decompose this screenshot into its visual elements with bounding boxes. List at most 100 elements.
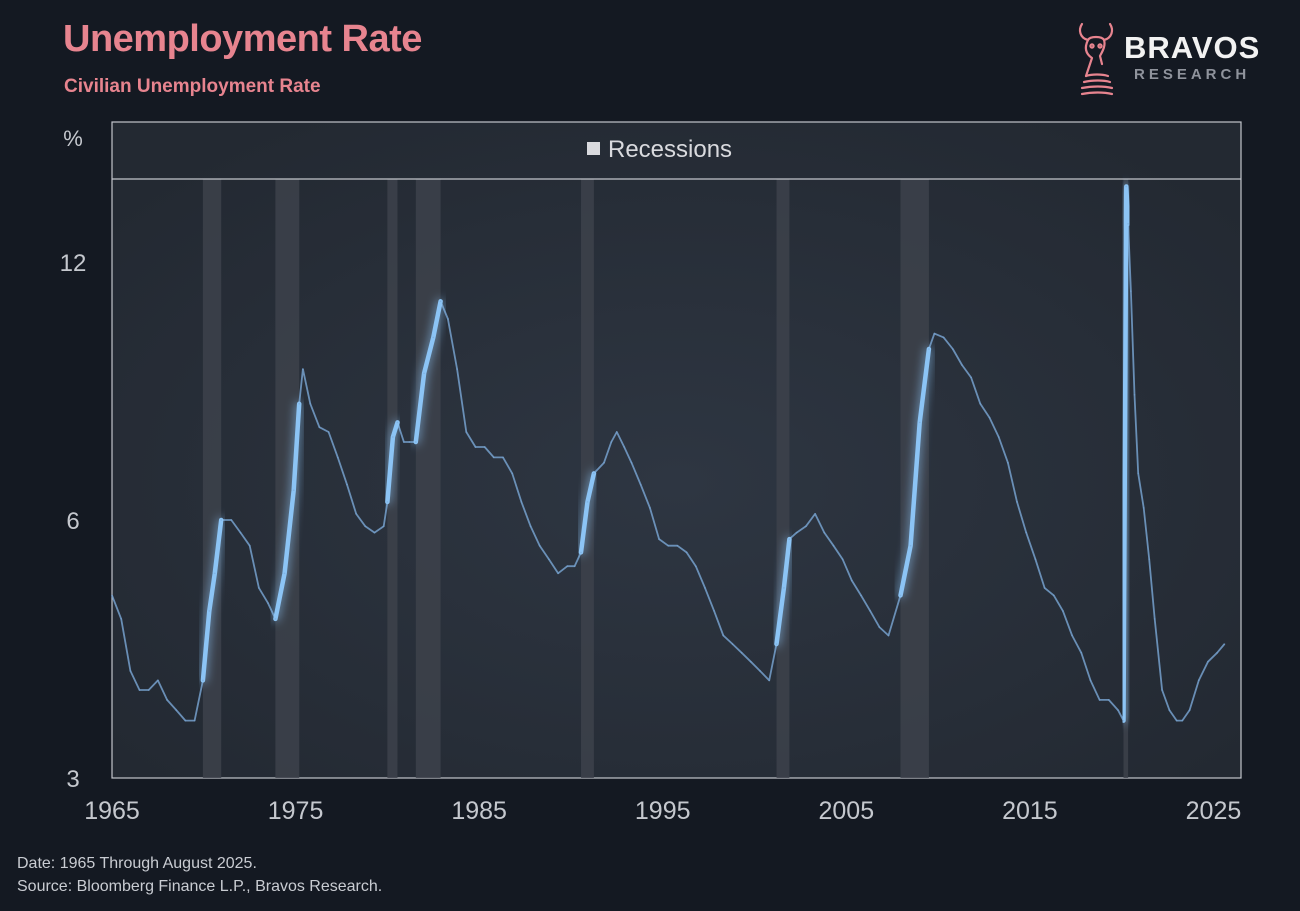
data-point bbox=[1062, 610, 1064, 612]
data-point bbox=[1161, 689, 1163, 691]
data-point bbox=[805, 525, 807, 528]
data-point bbox=[138, 689, 141, 691]
data-point bbox=[832, 544, 835, 547]
data-point bbox=[610, 441, 613, 443]
data-point bbox=[1125, 185, 1128, 188]
data-point bbox=[230, 519, 233, 521]
brand-tagline: RESEARCH bbox=[1134, 66, 1251, 83]
y-tick-label: 12 bbox=[60, 250, 87, 277]
brand-logo: BRAVOS RESEARCH bbox=[1072, 18, 1282, 102]
data-point bbox=[988, 416, 991, 419]
data-point bbox=[961, 364, 963, 366]
recession-line-segment bbox=[273, 401, 302, 622]
x-tick-label: 1985 bbox=[451, 797, 507, 825]
data-point bbox=[373, 531, 376, 534]
x-tick-label: 2025 bbox=[1186, 797, 1242, 825]
data-point bbox=[208, 610, 211, 612]
x-tick-label: 2005 bbox=[818, 797, 874, 825]
data-point bbox=[392, 436, 394, 438]
data-point bbox=[403, 441, 405, 443]
x-tick-label: 1975 bbox=[268, 797, 324, 825]
data-point bbox=[157, 679, 159, 682]
data-point bbox=[1181, 719, 1184, 722]
data-point bbox=[129, 670, 132, 672]
data-point bbox=[942, 336, 945, 339]
data-point bbox=[120, 618, 122, 620]
data-point bbox=[529, 525, 532, 528]
data-point bbox=[788, 538, 791, 540]
data-point bbox=[1071, 634, 1073, 637]
data-point bbox=[511, 472, 513, 475]
data-point bbox=[432, 336, 435, 339]
data-point bbox=[111, 594, 113, 597]
data-point bbox=[1142, 507, 1145, 509]
data-point bbox=[918, 421, 921, 424]
data-point bbox=[616, 431, 618, 433]
data-point bbox=[267, 602, 269, 604]
data-point bbox=[795, 531, 798, 534]
data-point bbox=[493, 456, 495, 459]
data-point bbox=[630, 461, 633, 464]
data-point bbox=[580, 551, 582, 554]
x-tick-label: 1965 bbox=[84, 797, 140, 825]
data-point bbox=[318, 426, 321, 428]
data-point bbox=[456, 368, 458, 370]
data-point bbox=[979, 402, 982, 405]
data-point bbox=[382, 525, 385, 528]
data-point bbox=[548, 558, 550, 561]
data-point bbox=[386, 501, 389, 503]
data-point bbox=[1175, 719, 1178, 722]
data-point bbox=[685, 551, 688, 554]
data-point bbox=[346, 483, 348, 486]
data-point bbox=[166, 699, 168, 701]
data-point bbox=[1148, 558, 1151, 561]
data-point bbox=[722, 634, 725, 637]
data-point bbox=[439, 300, 442, 303]
data-point bbox=[566, 565, 569, 567]
data-point bbox=[928, 348, 930, 350]
data-point bbox=[933, 332, 936, 335]
data-point bbox=[309, 402, 312, 405]
data-point bbox=[869, 610, 871, 612]
data-point bbox=[292, 489, 295, 492]
x-tick-label: 1995 bbox=[635, 797, 691, 825]
brand-name: BRAVOS bbox=[1124, 30, 1261, 65]
data-point bbox=[1153, 618, 1156, 620]
recession-band bbox=[581, 179, 594, 778]
y-axis-label: % bbox=[63, 126, 83, 151]
data-point bbox=[1108, 699, 1110, 701]
recession-band bbox=[776, 179, 790, 778]
data-point bbox=[573, 565, 576, 567]
data-point bbox=[951, 348, 954, 350]
data-point bbox=[302, 368, 304, 370]
data-point bbox=[1089, 679, 1092, 682]
data-point bbox=[557, 572, 559, 575]
data-point bbox=[474, 446, 477, 448]
data-point bbox=[909, 544, 912, 547]
data-point bbox=[274, 618, 277, 620]
data-point bbox=[768, 679, 771, 682]
data-point bbox=[694, 565, 697, 567]
data-point bbox=[396, 421, 399, 424]
plot-area bbox=[111, 121, 1242, 779]
data-point bbox=[355, 513, 357, 515]
data-point bbox=[814, 513, 816, 515]
legend-label: Recessions bbox=[608, 136, 732, 163]
data-point bbox=[593, 472, 595, 475]
data-point bbox=[283, 572, 286, 575]
data-point bbox=[258, 587, 260, 589]
recession-line-segment bbox=[898, 346, 932, 598]
recession-band bbox=[387, 179, 398, 778]
x-tick-label: 2015 bbox=[1002, 797, 1058, 825]
data-point bbox=[415, 441, 417, 443]
data-point bbox=[1168, 709, 1171, 711]
data-point bbox=[1007, 461, 1009, 464]
data-point bbox=[1052, 594, 1055, 597]
data-point bbox=[603, 461, 605, 464]
recession-band bbox=[415, 179, 441, 778]
footnote-source: Source: Bloomberg Finance L.P., Bravos R… bbox=[17, 878, 383, 895]
data-point bbox=[147, 689, 150, 691]
data-point bbox=[1080, 651, 1083, 654]
data-point bbox=[860, 594, 862, 597]
